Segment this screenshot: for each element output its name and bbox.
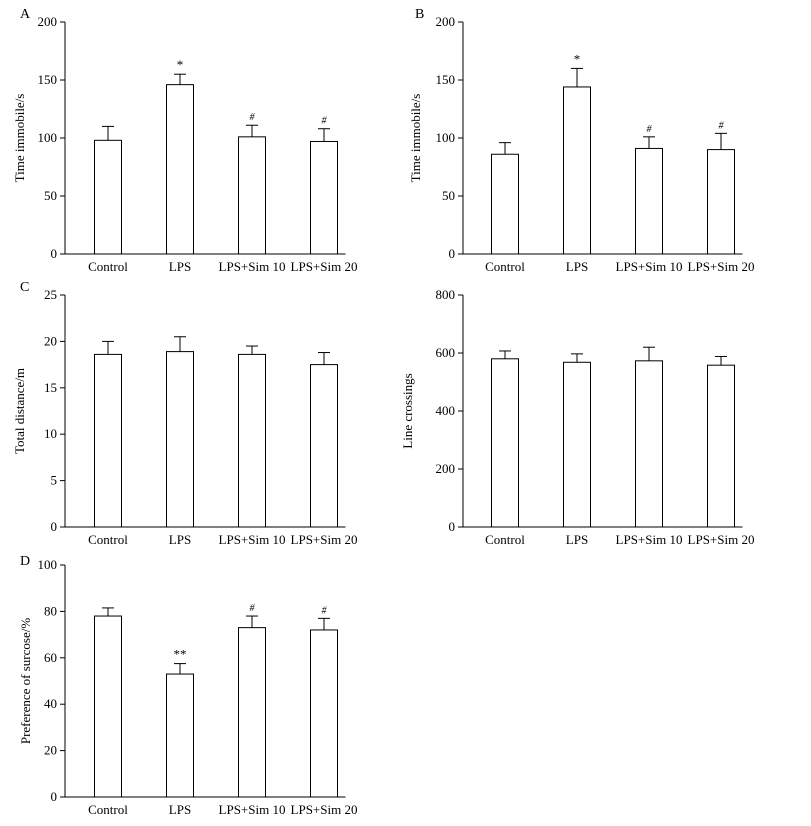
bar — [166, 351, 194, 528]
significance-mark: # — [322, 605, 328, 616]
y-tick-label: 150 — [436, 72, 456, 87]
significance-mark: # — [250, 112, 256, 123]
bar — [166, 84, 194, 255]
y-tick-label: 800 — [436, 287, 456, 302]
chart-panel-2: B 0 50 100 150 200 Time immobile/s Control * LPS #… — [408, 7, 754, 274]
bar — [491, 358, 519, 528]
y-tick-label: 20 — [44, 333, 57, 348]
category-label: LPS+Sim 10 — [219, 802, 286, 817]
category-label: LPS — [566, 532, 588, 547]
y-tick-label: 0 — [51, 519, 58, 534]
bar — [707, 149, 735, 255]
y-tick-label: 400 — [436, 403, 456, 418]
y-axis-label: Time immobile/s — [408, 94, 423, 183]
significance-mark: * — [177, 57, 184, 72]
y-tick-label: 150 — [38, 72, 58, 87]
category-label: LPS — [169, 532, 191, 547]
category-label: Control — [88, 532, 128, 547]
significance-mark: * — [574, 51, 581, 66]
bar — [563, 86, 591, 255]
y-tick-label: 60 — [44, 650, 57, 665]
category-label: LPS+Sim 20 — [688, 259, 755, 274]
category-label: Control — [88, 259, 128, 274]
category-label: LPS+Sim 20 — [688, 532, 755, 547]
category-label: LPS+Sim 10 — [219, 532, 286, 547]
bar — [635, 147, 663, 255]
y-tick-label: 5 — [51, 473, 58, 488]
category-label: LPS — [566, 259, 588, 274]
panel-label: A — [20, 7, 31, 22]
bar — [310, 140, 338, 255]
panel-label: B — [415, 7, 424, 22]
panel-label: D — [20, 554, 30, 569]
category-label: LPS+Sim 20 — [291, 259, 358, 274]
significance-mark: # — [719, 120, 725, 131]
category-label: LPS+Sim 10 — [616, 259, 683, 274]
y-tick-label: 20 — [44, 743, 57, 758]
y-tick-label: 10 — [44, 426, 57, 441]
y-axis-label: Line crossings — [400, 373, 415, 448]
chart-panel-5: D 0 20 40 60 80 100 Preference of surcose/% Cont… — [18, 554, 357, 817]
bar — [238, 353, 266, 528]
bar — [238, 136, 266, 255]
y-tick-label: 25 — [44, 287, 57, 302]
bar — [310, 629, 338, 798]
category-label: LPS+Sim 10 — [616, 532, 683, 547]
bar — [94, 353, 122, 528]
y-tick-label: 50 — [44, 188, 57, 203]
y-tick-label: 0 — [51, 246, 58, 261]
significance-mark: # — [647, 124, 653, 135]
y-tick-label: 200 — [38, 14, 58, 29]
y-axis-label: Total distance/m — [12, 368, 27, 454]
bar — [238, 627, 266, 798]
bar — [491, 153, 519, 255]
y-tick-label: 600 — [436, 345, 456, 360]
bar — [166, 673, 194, 798]
panel-label: C — [20, 280, 29, 295]
category-label: Control — [88, 802, 128, 817]
category-label: LPS — [169, 259, 191, 274]
y-tick-label: 200 — [436, 14, 456, 29]
y-tick-label: 100 — [436, 130, 456, 145]
significance-mark: ** — [174, 647, 187, 662]
y-tick-label: 40 — [44, 696, 57, 711]
y-tick-label: 0 — [449, 246, 456, 261]
bar — [310, 364, 338, 528]
chart-panel-3: C 0 5 10 15 20 25 Total distance/m Control LPS LPS… — [12, 280, 357, 547]
significance-mark: # — [250, 603, 256, 614]
category-label: LPS+Sim 10 — [219, 259, 286, 274]
category-label: Control — [485, 259, 525, 274]
y-axis-label: Preference of surcose/% — [18, 618, 33, 744]
y-tick-label: 200 — [436, 461, 456, 476]
y-tick-label: 15 — [44, 380, 57, 395]
category-label: LPS+Sim 20 — [291, 802, 358, 817]
y-tick-label: 0 — [449, 519, 456, 534]
bar — [94, 139, 122, 255]
bar — [707, 364, 735, 528]
y-tick-label: 100 — [38, 130, 58, 145]
category-label: Control — [485, 532, 525, 547]
chart-panel-1: A 0 50 100 150 200 Time immobile/s Control * LPS #… — [12, 7, 357, 274]
bar — [563, 361, 591, 528]
y-tick-label: 80 — [44, 603, 57, 618]
y-tick-label: 100 — [38, 557, 58, 572]
category-label: LPS+Sim 20 — [291, 532, 358, 547]
y-tick-label: 50 — [442, 188, 455, 203]
bar — [94, 615, 122, 798]
bar — [635, 360, 663, 528]
y-axis-label: Time immobile/s — [12, 94, 27, 183]
y-tick-label: 0 — [51, 789, 58, 804]
category-label: LPS — [169, 802, 191, 817]
chart-panel-4: 0 200 400 600 800 Line crossings Control LPS LPS… — [400, 287, 754, 547]
significance-mark: # — [322, 116, 328, 127]
